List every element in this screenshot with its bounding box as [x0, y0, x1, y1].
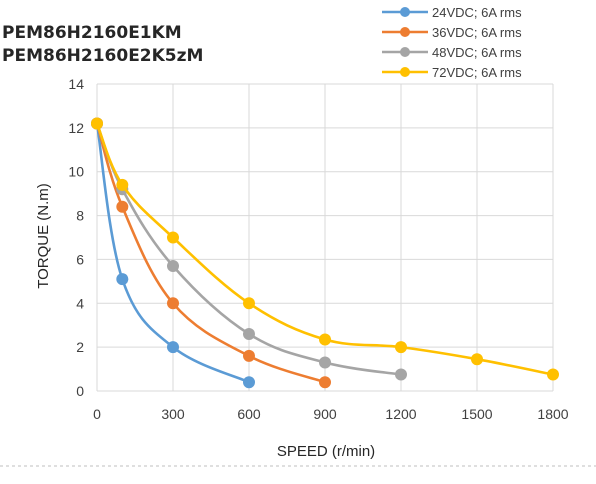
- x-tick-label: 900: [313, 406, 337, 422]
- data-point: [319, 356, 331, 369]
- data-point: [243, 297, 255, 310]
- y-tick-label: 10: [68, 164, 84, 180]
- chart-title: PEM86H2160E1KM PEM86H2160E2K5zM: [2, 23, 203, 66]
- data-point: [167, 231, 179, 244]
- tick-labels: 0 2 4 6 8 10 12 14 0 300 600 900 1200 1500 1800: [68, 76, 568, 422]
- x-tick-label: 0: [93, 406, 101, 422]
- y-tick-label: 6: [76, 251, 84, 267]
- data-point: [471, 353, 483, 366]
- legend-marker: [400, 7, 410, 17]
- data-point: [395, 368, 407, 381]
- legend-marker: [400, 67, 410, 77]
- legend-item: 24VDC; 6A rms: [382, 5, 522, 20]
- data-point: [395, 341, 407, 354]
- series-line: [95, 123, 250, 384]
- data-point: [319, 333, 331, 346]
- y-tick-label: 14: [68, 76, 84, 92]
- y-tick-label: 8: [76, 208, 84, 224]
- series-line: [95, 123, 326, 384]
- y-axis-title: TORQUE (N.m): [35, 183, 52, 289]
- data-point: [91, 117, 103, 130]
- data-point: [116, 178, 129, 191]
- legend-label: 48VDC; 6A rms: [432, 45, 522, 60]
- y-tick-label: 0: [76, 383, 84, 399]
- y-tick-label: 12: [68, 120, 84, 136]
- data-point: [547, 368, 559, 381]
- series-4: [91, 117, 559, 381]
- legend-marker: [400, 27, 410, 37]
- legend-label: 36VDC; 6A rms: [432, 25, 522, 40]
- data-point: [116, 273, 129, 286]
- x-tick-label: 1500: [461, 406, 492, 422]
- legend: 24VDC; 6A rms 36VDC; 6A rms 48VDC; 6A rms 7…: [382, 5, 522, 80]
- x-tick-label: 1200: [385, 406, 416, 422]
- series-line: [95, 122, 554, 376]
- y-tick-label: 2: [76, 339, 84, 355]
- x-tick-label: 600: [237, 406, 261, 422]
- data-point: [243, 327, 255, 340]
- data-point: [167, 341, 179, 354]
- data-point: [319, 376, 331, 389]
- legend-item: 36VDC; 6A rms: [382, 25, 522, 40]
- legend-item: 48VDC; 6A rms: [382, 45, 522, 60]
- y-tick-label: 4: [76, 295, 84, 311]
- legend-label: 72VDC; 6A rms: [432, 65, 522, 80]
- legend-label: 24VDC; 6A rms: [432, 5, 522, 20]
- gridlines: [96, 83, 554, 392]
- data-point: [243, 349, 255, 362]
- legend-item: 72VDC; 6A rms: [382, 65, 522, 80]
- data-point: [243, 376, 255, 389]
- legend-marker: [400, 47, 410, 57]
- data-point: [167, 260, 179, 273]
- data-point: [116, 200, 129, 213]
- title-line-2: PEM86H2160E2K5zM: [2, 46, 203, 66]
- x-axis-title: SPEED (r/min): [277, 443, 375, 460]
- data-point: [167, 297, 179, 310]
- x-tick-label: 1800: [537, 406, 568, 422]
- series-layer: [91, 117, 559, 389]
- x-tick-label: 300: [161, 406, 185, 422]
- title-line-1: PEM86H2160E1KM: [2, 23, 182, 43]
